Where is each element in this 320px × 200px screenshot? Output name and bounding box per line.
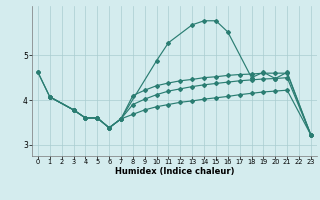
X-axis label: Humidex (Indice chaleur): Humidex (Indice chaleur)	[115, 167, 234, 176]
